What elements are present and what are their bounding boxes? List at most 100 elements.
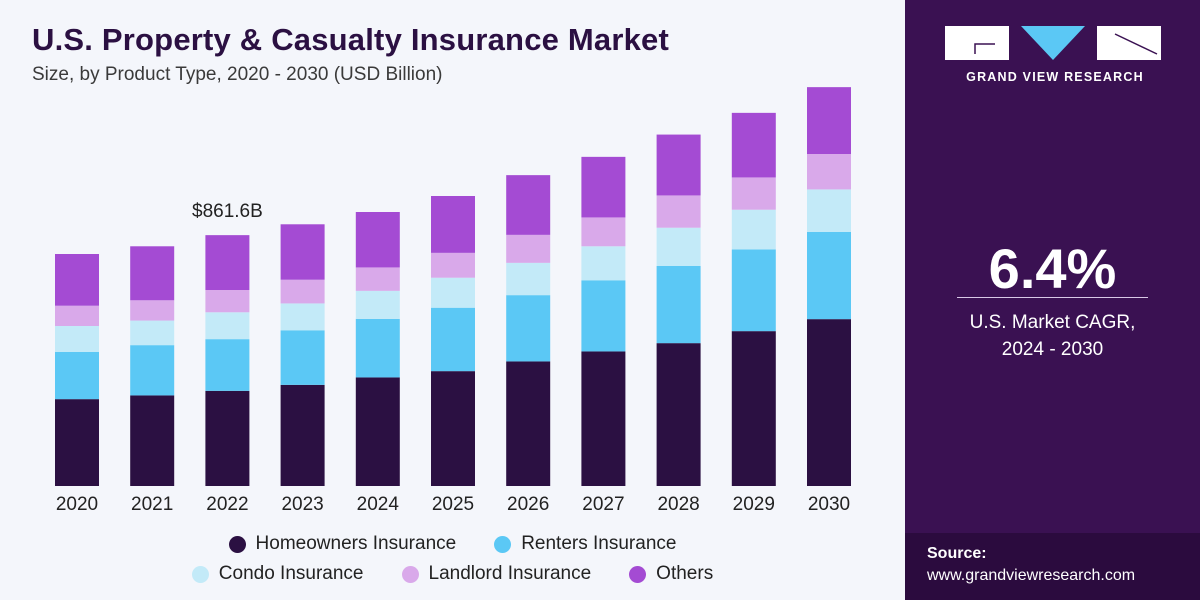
bar-segment-landlord-insurance-2030 [807, 154, 851, 190]
bar-segment-condo-insurance-2022 [205, 312, 250, 340]
bar-segment-homeowners-insurance-2021 [130, 395, 175, 486]
bar-segment-others-2025 [431, 196, 475, 253]
source-box: Source: www.grandviewresearch.com [905, 533, 1200, 600]
chart-title: U.S. Property & Casualty Insurance Marke… [32, 22, 670, 57]
bar-segment-others-2028 [656, 134, 701, 196]
bar-segment-renters-insurance-2023 [280, 330, 325, 385]
bar-segment-renters-insurance-2030 [807, 232, 851, 320]
source-label: Source: [927, 545, 987, 562]
legend-label: Others [656, 563, 714, 584]
stacked-bar-chart: 2020 2021 2022 $861.6B 2023 2024 2025 2026 2027 2… [55, 87, 851, 515]
x-tick-label-2027: 2027 [582, 494, 624, 515]
grand-view-research-logo: GRAND VIEW RESEARCH [945, 24, 1165, 88]
bar-segment-renters-insurance-2027 [581, 280, 626, 352]
bar-segment-others-2020 [55, 254, 99, 306]
bar-segment-others-2023 [280, 224, 325, 280]
bar-segment-renters-insurance-2028 [656, 266, 701, 344]
legend-item-renters-insurance: Renters Insurance [494, 533, 676, 555]
chart-legend: Homeowners Insurance Renters Insurance Con… [0, 533, 905, 585]
legend-swatch-icon [228, 535, 246, 553]
bar-segment-others-2030 [807, 87, 851, 154]
bar-segment-homeowners-insurance-2022 [205, 390, 250, 486]
bar-segment-homeowners-insurance-2025 [431, 371, 475, 486]
summary-sidebar: GRAND VIEW RESEARCH 6.4% U.S. Market CAG… [905, 0, 1200, 600]
legend-swatch-icon [629, 565, 647, 583]
legend-item-landlord-insurance: Landlord Insurance [401, 563, 592, 585]
x-tick-label-2022: 2022 [206, 494, 248, 515]
x-tick-label-2023: 2023 [281, 494, 323, 515]
bar-segment-homeowners-insurance-2020 [55, 399, 99, 486]
bar-segment-condo-insurance-2023 [280, 303, 325, 331]
bar-segment-renters-insurance-2024 [355, 318, 400, 378]
bar-segment-condo-insurance-2025 [431, 277, 475, 308]
bar-segment-others-2027 [581, 156, 626, 218]
bar-segment-homeowners-insurance-2026 [506, 361, 551, 486]
bar-segment-landlord-insurance-2024 [355, 267, 400, 291]
legend-swatch-icon [494, 535, 512, 553]
legend-item-homeowners-insurance: Homeowners Insurance [228, 533, 457, 555]
legend-label: Renters Insurance [521, 533, 677, 554]
legend-label: Landlord Insurance [428, 563, 592, 584]
legend-label: Condo Insurance [218, 563, 364, 584]
bar-segment-landlord-insurance-2029 [731, 177, 776, 210]
bar-segment-others-2022 [205, 235, 250, 290]
x-tick-label-2026: 2026 [507, 494, 549, 515]
bar-segment-renters-insurance-2021 [130, 345, 175, 396]
bar-segment-others-2026 [506, 175, 551, 235]
bar-segment-landlord-insurance-2022 [205, 290, 250, 313]
bar-segment-landlord-insurance-2020 [55, 305, 99, 326]
cagr-divider [957, 297, 1148, 298]
bar-segment-condo-insurance-2021 [130, 320, 175, 346]
bar-segment-landlord-insurance-2028 [656, 195, 701, 228]
bar-segment-others-2029 [731, 112, 776, 178]
brand-name: GRAND VIEW RESEARCH [966, 70, 1144, 84]
bar-segment-renters-insurance-2022 [205, 339, 250, 391]
x-tick-label-2021: 2021 [131, 494, 173, 515]
cagr-label-line-1: U.S. Market CAGR, [969, 312, 1136, 333]
legend-label: Homeowners Insurance [255, 533, 457, 554]
x-tick-label-2024: 2024 [357, 494, 400, 515]
bar-segment-condo-insurance-2030 [807, 189, 851, 232]
bar-segment-condo-insurance-2020 [55, 326, 99, 352]
annotation-total-2022: $861.6B [192, 201, 263, 222]
x-tick-label-2020: 2020 [56, 494, 98, 515]
bar-segment-condo-insurance-2026 [506, 262, 551, 296]
bar-segment-landlord-insurance-2025 [431, 252, 475, 278]
bar-segment-homeowners-insurance-2028 [656, 343, 701, 486]
chart-subtitle: Size, by Product Type, 2020 - 2030 (USD … [32, 64, 443, 85]
bar-segment-homeowners-insurance-2029 [731, 331, 776, 486]
x-tick-label-2028: 2028 [657, 494, 699, 515]
bar-segment-homeowners-insurance-2024 [355, 377, 400, 486]
bar-segment-landlord-insurance-2026 [506, 234, 551, 263]
bar-segment-condo-insurance-2028 [656, 227, 701, 266]
cagr-label: U.S. Market CAGR, 2024 - 2030 [905, 309, 1200, 363]
legend-item-others: Others [629, 563, 713, 585]
cagr-value: 6.4% [988, 237, 1117, 300]
bar-segment-homeowners-insurance-2027 [581, 351, 626, 486]
x-tick-label-2030: 2030 [808, 494, 850, 515]
x-tick-label-2029: 2029 [733, 494, 775, 515]
bar-segment-others-2024 [355, 212, 400, 268]
bar-segment-condo-insurance-2024 [355, 290, 400, 319]
bar-segment-landlord-insurance-2027 [581, 217, 626, 247]
bar-segment-renters-insurance-2020 [55, 352, 99, 400]
chart-panel: U.S. Property & Casualty Insurance Marke… [0, 0, 905, 600]
logo-mark-icon [945, 26, 1161, 60]
bar-segment-condo-insurance-2027 [581, 246, 626, 281]
legend-swatch-icon [401, 565, 419, 583]
bar-segment-renters-insurance-2026 [506, 295, 551, 362]
bar-segment-others-2021 [130, 246, 175, 301]
x-tick-label-2025: 2025 [432, 494, 474, 515]
bar-segment-homeowners-insurance-2023 [280, 384, 325, 486]
bar-segment-renters-insurance-2029 [731, 249, 776, 332]
source-link[interactable]: www.grandviewresearch.com [927, 567, 1136, 584]
bar-segment-condo-insurance-2029 [731, 209, 776, 250]
bar-segment-landlord-insurance-2021 [130, 300, 175, 321]
bar-segment-renters-insurance-2025 [431, 307, 475, 372]
bar-segment-homeowners-insurance-2030 [807, 319, 851, 486]
legend-item-condo-insurance: Condo Insurance [191, 563, 364, 585]
cagr-label-line-2: 2024 - 2030 [1001, 339, 1104, 360]
bar-segment-landlord-insurance-2023 [280, 279, 325, 304]
legend-swatch-icon [191, 565, 209, 583]
